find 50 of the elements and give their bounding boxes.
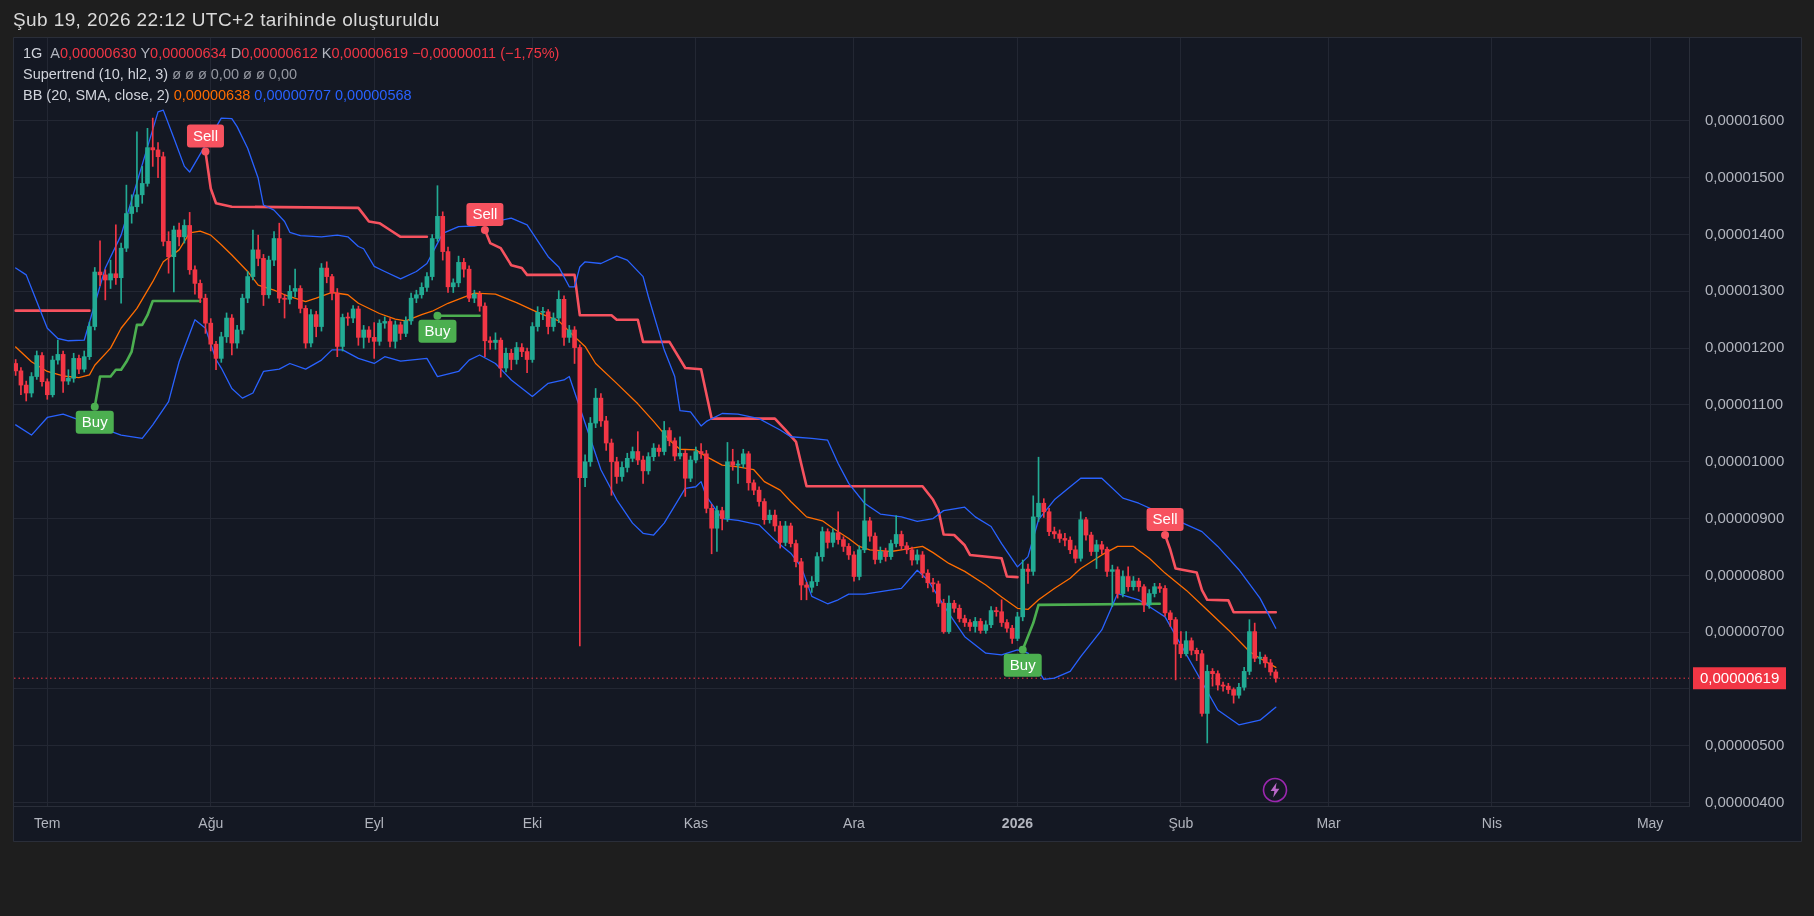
point bbox=[480, 226, 489, 234]
x-tick-label: Mar bbox=[1316, 815, 1341, 832]
x-tick-label: Şub bbox=[1168, 815, 1194, 832]
y-tick-label: 0,00000800 bbox=[1705, 565, 1785, 583]
text: Şub 19, 2026 22:12 UTC+2 tarihinde oluşturuldu bbox=[13, 8, 440, 32]
x-tick-label: Ara bbox=[843, 815, 866, 832]
candlestick bbox=[102, 269, 108, 301]
text: A0,00000630 Y0,00000634 D0,00000612 K0,00000619 −0,00000011 (−1,75%) bbox=[50, 45, 560, 61]
annotation: Buy bbox=[81, 412, 109, 430]
candlestick bbox=[371, 322, 377, 359]
y-tick-label: 0,00000400 bbox=[1705, 792, 1785, 810]
candlestick bbox=[113, 224, 119, 285]
candlestick bbox=[730, 448, 736, 471]
candlestick bbox=[292, 268, 298, 298]
annotation: Buy bbox=[1009, 655, 1037, 673]
y-tick-label: 0,00001300 bbox=[1705, 281, 1785, 299]
y-tick-label: 0,00001400 bbox=[1705, 224, 1785, 242]
y-tick-label: 0,00001200 bbox=[1705, 338, 1785, 356]
annotation: BB (20, SMA, close, 2) 0,00000638 0,00000707 0,00000568 bbox=[23, 87, 412, 103]
x-tick-label: Eyl bbox=[364, 815, 384, 832]
text: 1G bbox=[23, 45, 43, 61]
y-tick-label: 0,00000900 bbox=[1705, 508, 1785, 526]
candlestick bbox=[1257, 651, 1263, 665]
point bbox=[1018, 645, 1027, 654]
annotation: Sell bbox=[192, 126, 218, 144]
candlestick bbox=[382, 316, 388, 329]
x-tick-label: 2026 bbox=[1001, 815, 1034, 832]
y-tick-label: 0,00001000 bbox=[1705, 451, 1785, 469]
x-tick-label: Ağu bbox=[198, 815, 224, 832]
y-tick-label: 0,00001100 bbox=[1705, 395, 1784, 413]
annotation: Buy bbox=[424, 321, 451, 339]
x-tick-label: Kas bbox=[683, 815, 708, 832]
annotation: Supertrend (10, hl2, 3) ø ø ø 0,00 ø ø 0,00 bbox=[23, 66, 298, 82]
y-tick-label: 0,00001600 bbox=[1705, 111, 1785, 129]
point bbox=[1161, 531, 1170, 540]
x-tick-label: Nis bbox=[1481, 815, 1503, 832]
point bbox=[90, 402, 99, 411]
annotation: Sell bbox=[472, 205, 498, 223]
ref-line-label: 0,00000619 bbox=[1700, 668, 1780, 686]
y-tick-label: 0,00000700 bbox=[1705, 622, 1785, 640]
x-tick-label: May bbox=[1636, 815, 1664, 832]
point bbox=[201, 147, 210, 156]
y-tick-label: 0,00000500 bbox=[1705, 735, 1785, 753]
x-tick-label: Tem bbox=[34, 815, 61, 832]
candlestick bbox=[735, 460, 741, 484]
point bbox=[433, 311, 442, 320]
y-tick-label: 0,00001500 bbox=[1705, 167, 1785, 185]
annotation: Sell bbox=[1152, 510, 1178, 528]
x-tick-label: Eki bbox=[522, 815, 543, 832]
candlestick bbox=[150, 117, 156, 167]
